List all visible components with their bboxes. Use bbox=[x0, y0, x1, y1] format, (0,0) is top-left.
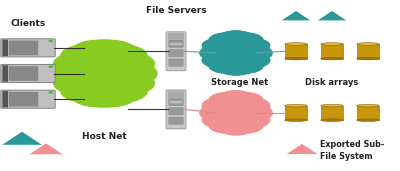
Circle shape bbox=[209, 118, 245, 133]
Polygon shape bbox=[285, 44, 307, 59]
Circle shape bbox=[202, 52, 238, 68]
Polygon shape bbox=[286, 144, 318, 154]
Text: Clients: Clients bbox=[10, 19, 46, 28]
Circle shape bbox=[234, 52, 270, 68]
Ellipse shape bbox=[357, 43, 379, 45]
Circle shape bbox=[234, 98, 270, 113]
Ellipse shape bbox=[285, 43, 307, 45]
Circle shape bbox=[100, 52, 154, 75]
FancyBboxPatch shape bbox=[169, 108, 183, 115]
Ellipse shape bbox=[64, 39, 144, 108]
Circle shape bbox=[227, 58, 263, 73]
Polygon shape bbox=[30, 143, 62, 154]
FancyBboxPatch shape bbox=[169, 50, 183, 57]
FancyBboxPatch shape bbox=[2, 91, 8, 107]
Circle shape bbox=[218, 31, 254, 46]
Circle shape bbox=[227, 33, 263, 48]
Circle shape bbox=[227, 118, 263, 133]
FancyBboxPatch shape bbox=[169, 59, 183, 66]
Circle shape bbox=[218, 120, 254, 135]
Circle shape bbox=[218, 60, 254, 75]
Circle shape bbox=[93, 79, 147, 102]
Ellipse shape bbox=[321, 57, 343, 60]
Ellipse shape bbox=[208, 91, 264, 135]
Polygon shape bbox=[285, 106, 307, 120]
FancyBboxPatch shape bbox=[169, 40, 183, 47]
Circle shape bbox=[54, 52, 108, 75]
Ellipse shape bbox=[321, 119, 343, 121]
Text: Storage Net: Storage Net bbox=[211, 78, 269, 87]
Circle shape bbox=[236, 45, 272, 61]
Circle shape bbox=[202, 98, 238, 113]
FancyBboxPatch shape bbox=[169, 43, 183, 45]
Ellipse shape bbox=[357, 57, 379, 60]
Ellipse shape bbox=[321, 104, 343, 107]
Circle shape bbox=[83, 40, 137, 63]
Circle shape bbox=[71, 84, 125, 107]
FancyBboxPatch shape bbox=[166, 32, 186, 71]
FancyBboxPatch shape bbox=[1, 90, 55, 108]
Ellipse shape bbox=[285, 57, 307, 60]
FancyBboxPatch shape bbox=[9, 92, 38, 107]
Ellipse shape bbox=[208, 31, 264, 75]
Circle shape bbox=[49, 66, 52, 67]
Polygon shape bbox=[357, 44, 379, 59]
Polygon shape bbox=[282, 11, 310, 20]
Circle shape bbox=[100, 72, 154, 95]
Polygon shape bbox=[357, 106, 379, 120]
Circle shape bbox=[103, 62, 157, 85]
Circle shape bbox=[200, 45, 236, 61]
Text: File Servers: File Servers bbox=[146, 6, 206, 15]
Circle shape bbox=[202, 112, 238, 128]
Circle shape bbox=[227, 93, 263, 108]
FancyBboxPatch shape bbox=[169, 101, 183, 104]
FancyBboxPatch shape bbox=[169, 117, 183, 124]
Circle shape bbox=[93, 45, 147, 68]
Circle shape bbox=[51, 62, 105, 85]
Circle shape bbox=[83, 84, 137, 107]
Circle shape bbox=[209, 58, 245, 73]
Circle shape bbox=[49, 40, 52, 42]
Polygon shape bbox=[2, 132, 42, 145]
FancyBboxPatch shape bbox=[1, 64, 55, 83]
Circle shape bbox=[218, 91, 254, 106]
Polygon shape bbox=[321, 106, 343, 120]
FancyBboxPatch shape bbox=[168, 91, 184, 98]
FancyBboxPatch shape bbox=[2, 40, 8, 56]
Circle shape bbox=[54, 72, 108, 95]
Circle shape bbox=[234, 112, 270, 128]
Circle shape bbox=[200, 105, 236, 121]
Circle shape bbox=[209, 33, 245, 48]
Ellipse shape bbox=[357, 104, 379, 107]
Circle shape bbox=[236, 105, 272, 121]
Polygon shape bbox=[318, 11, 346, 20]
Circle shape bbox=[71, 40, 125, 63]
FancyBboxPatch shape bbox=[2, 65, 8, 82]
Text: Exported Sub-
File System: Exported Sub- File System bbox=[320, 140, 384, 161]
FancyBboxPatch shape bbox=[9, 41, 38, 55]
Ellipse shape bbox=[321, 43, 343, 45]
Text: Disk arrays: Disk arrays bbox=[305, 78, 359, 87]
FancyBboxPatch shape bbox=[9, 66, 38, 81]
Circle shape bbox=[61, 45, 115, 68]
FancyBboxPatch shape bbox=[166, 90, 186, 129]
Polygon shape bbox=[321, 44, 343, 59]
FancyBboxPatch shape bbox=[168, 33, 184, 40]
Text: Host Net: Host Net bbox=[82, 132, 126, 141]
Circle shape bbox=[234, 38, 270, 54]
FancyBboxPatch shape bbox=[169, 98, 183, 106]
Circle shape bbox=[61, 79, 115, 102]
Ellipse shape bbox=[357, 119, 379, 121]
Circle shape bbox=[49, 92, 52, 93]
Ellipse shape bbox=[285, 104, 307, 107]
Circle shape bbox=[202, 38, 238, 54]
Ellipse shape bbox=[285, 119, 307, 121]
Circle shape bbox=[209, 93, 245, 108]
FancyBboxPatch shape bbox=[1, 39, 55, 57]
